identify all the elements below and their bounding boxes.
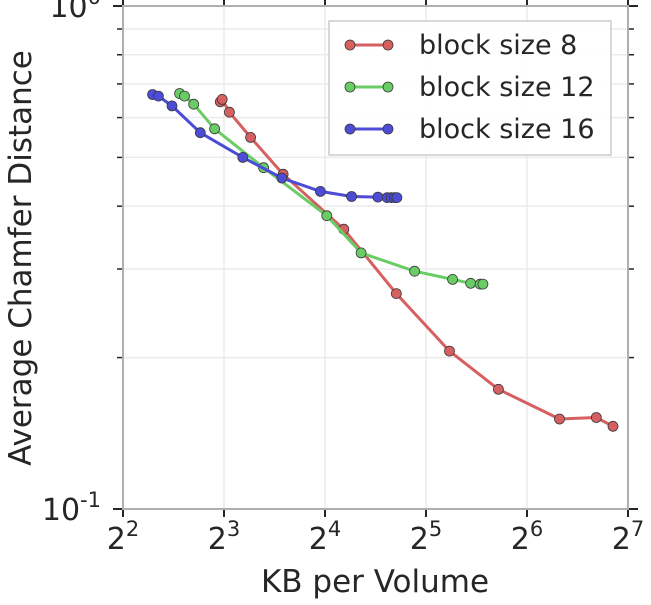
data-point (194, 127, 206, 139)
data-point (444, 345, 455, 357)
x-tick-label: 27 (612, 517, 644, 557)
legend-marker (344, 123, 356, 135)
series-2 (174, 88, 489, 290)
data-point (321, 210, 333, 222)
data-point (245, 131, 257, 143)
legend-marker (344, 81, 356, 93)
data-point (166, 100, 178, 112)
data-point (355, 247, 367, 259)
legend-label: block size 8 (419, 30, 577, 61)
plot-frame (122, 5, 629, 510)
data-point (391, 192, 403, 204)
data-point (314, 185, 326, 197)
data-point (209, 123, 221, 135)
y-tick-label: 10-1 (42, 488, 101, 528)
legend-label: block size 16 (419, 114, 595, 145)
x-tick-label: 24 (309, 517, 341, 557)
data-point (590, 412, 602, 423)
x-tick-label: 26 (511, 517, 543, 557)
legend-item: block size 16 (344, 114, 595, 145)
data-point (152, 90, 164, 102)
data-point (554, 413, 565, 425)
legend-item: block size 8 (344, 30, 577, 61)
data-point (216, 94, 228, 105)
y-tick-label: 100 (49, 0, 101, 25)
data-point (346, 191, 358, 202)
legend-label: block size 12 (419, 72, 595, 103)
x-tick-label: 25 (410, 517, 442, 557)
series-layer (147, 88, 619, 432)
x-axis-label: KB per Volume (261, 564, 489, 600)
data-point (390, 288, 402, 300)
x-tick-label: 23 (208, 517, 240, 557)
legend-item: block size 12 (344, 72, 595, 103)
x-tick-label: 22 (107, 517, 139, 557)
data-point (447, 273, 459, 285)
data-point (492, 383, 504, 395)
legend-marker (382, 81, 394, 93)
data-point (409, 265, 421, 277)
data-point (477, 278, 489, 290)
legend: block size 8 block size 12 block size 16 (328, 20, 612, 156)
axis-ticks: 22 23 24 25 26 27 100 10-1 (42, 0, 644, 557)
data-point (223, 106, 235, 118)
data-point (607, 420, 619, 432)
data-point (372, 191, 384, 203)
legend-marker (344, 39, 356, 51)
data-point (276, 172, 288, 184)
data-point (179, 90, 190, 102)
legend-marker (382, 123, 394, 135)
legend-marker (382, 39, 394, 51)
series-3 (147, 89, 403, 204)
data-point (188, 98, 200, 110)
data-point (465, 277, 477, 289)
data-point (237, 151, 249, 163)
y-axis-label: Average Chamfer Distance (3, 50, 39, 466)
